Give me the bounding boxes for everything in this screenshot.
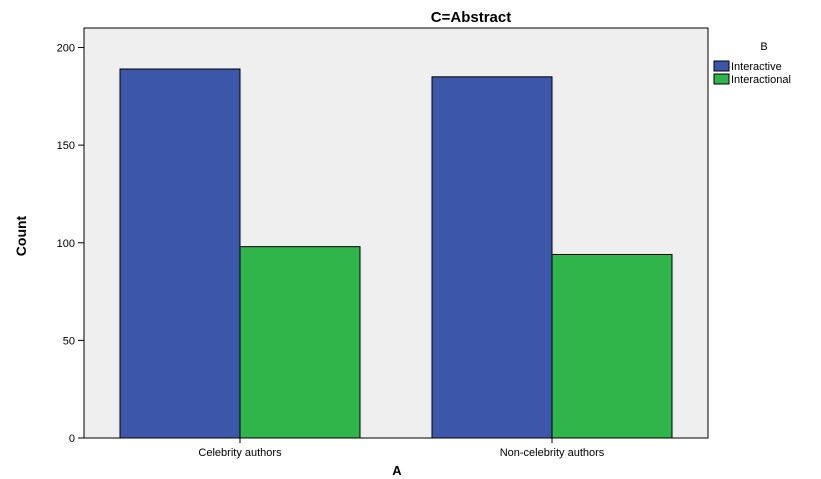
y-tick-label: 100 xyxy=(57,238,75,250)
y-axis-label: Count xyxy=(13,215,29,256)
legend-label-interactional: Interactional xyxy=(731,74,791,86)
bar-interactional-1 xyxy=(239,246,361,439)
x-axis-label: A xyxy=(392,463,402,478)
bar-interactive-2 xyxy=(431,76,553,439)
bar-interactional-2 xyxy=(551,253,673,439)
legend-swatch-interactional xyxy=(713,73,730,85)
x-tick-label: Celebrity authors xyxy=(198,447,282,459)
y-tick-label: 50 xyxy=(63,335,75,347)
y-tick-label: 0 xyxy=(69,433,75,445)
y-tick-label: 200 xyxy=(57,43,75,55)
bar-interactive-1 xyxy=(119,68,241,439)
bars-group xyxy=(119,68,673,439)
legend-label-interactive: Interactive xyxy=(731,61,782,73)
x-tick-label: Non-celebrity authors xyxy=(500,447,605,459)
chart-title: C=Abstract xyxy=(431,9,511,26)
legend-title: B xyxy=(760,41,767,53)
x-axis: Celebrity authors Non-celebrity authors xyxy=(198,438,605,459)
legend-swatch-interactive xyxy=(713,60,730,72)
y-axis: 0 50 100 150 200 xyxy=(57,43,84,445)
y-tick-label: 150 xyxy=(57,140,75,152)
